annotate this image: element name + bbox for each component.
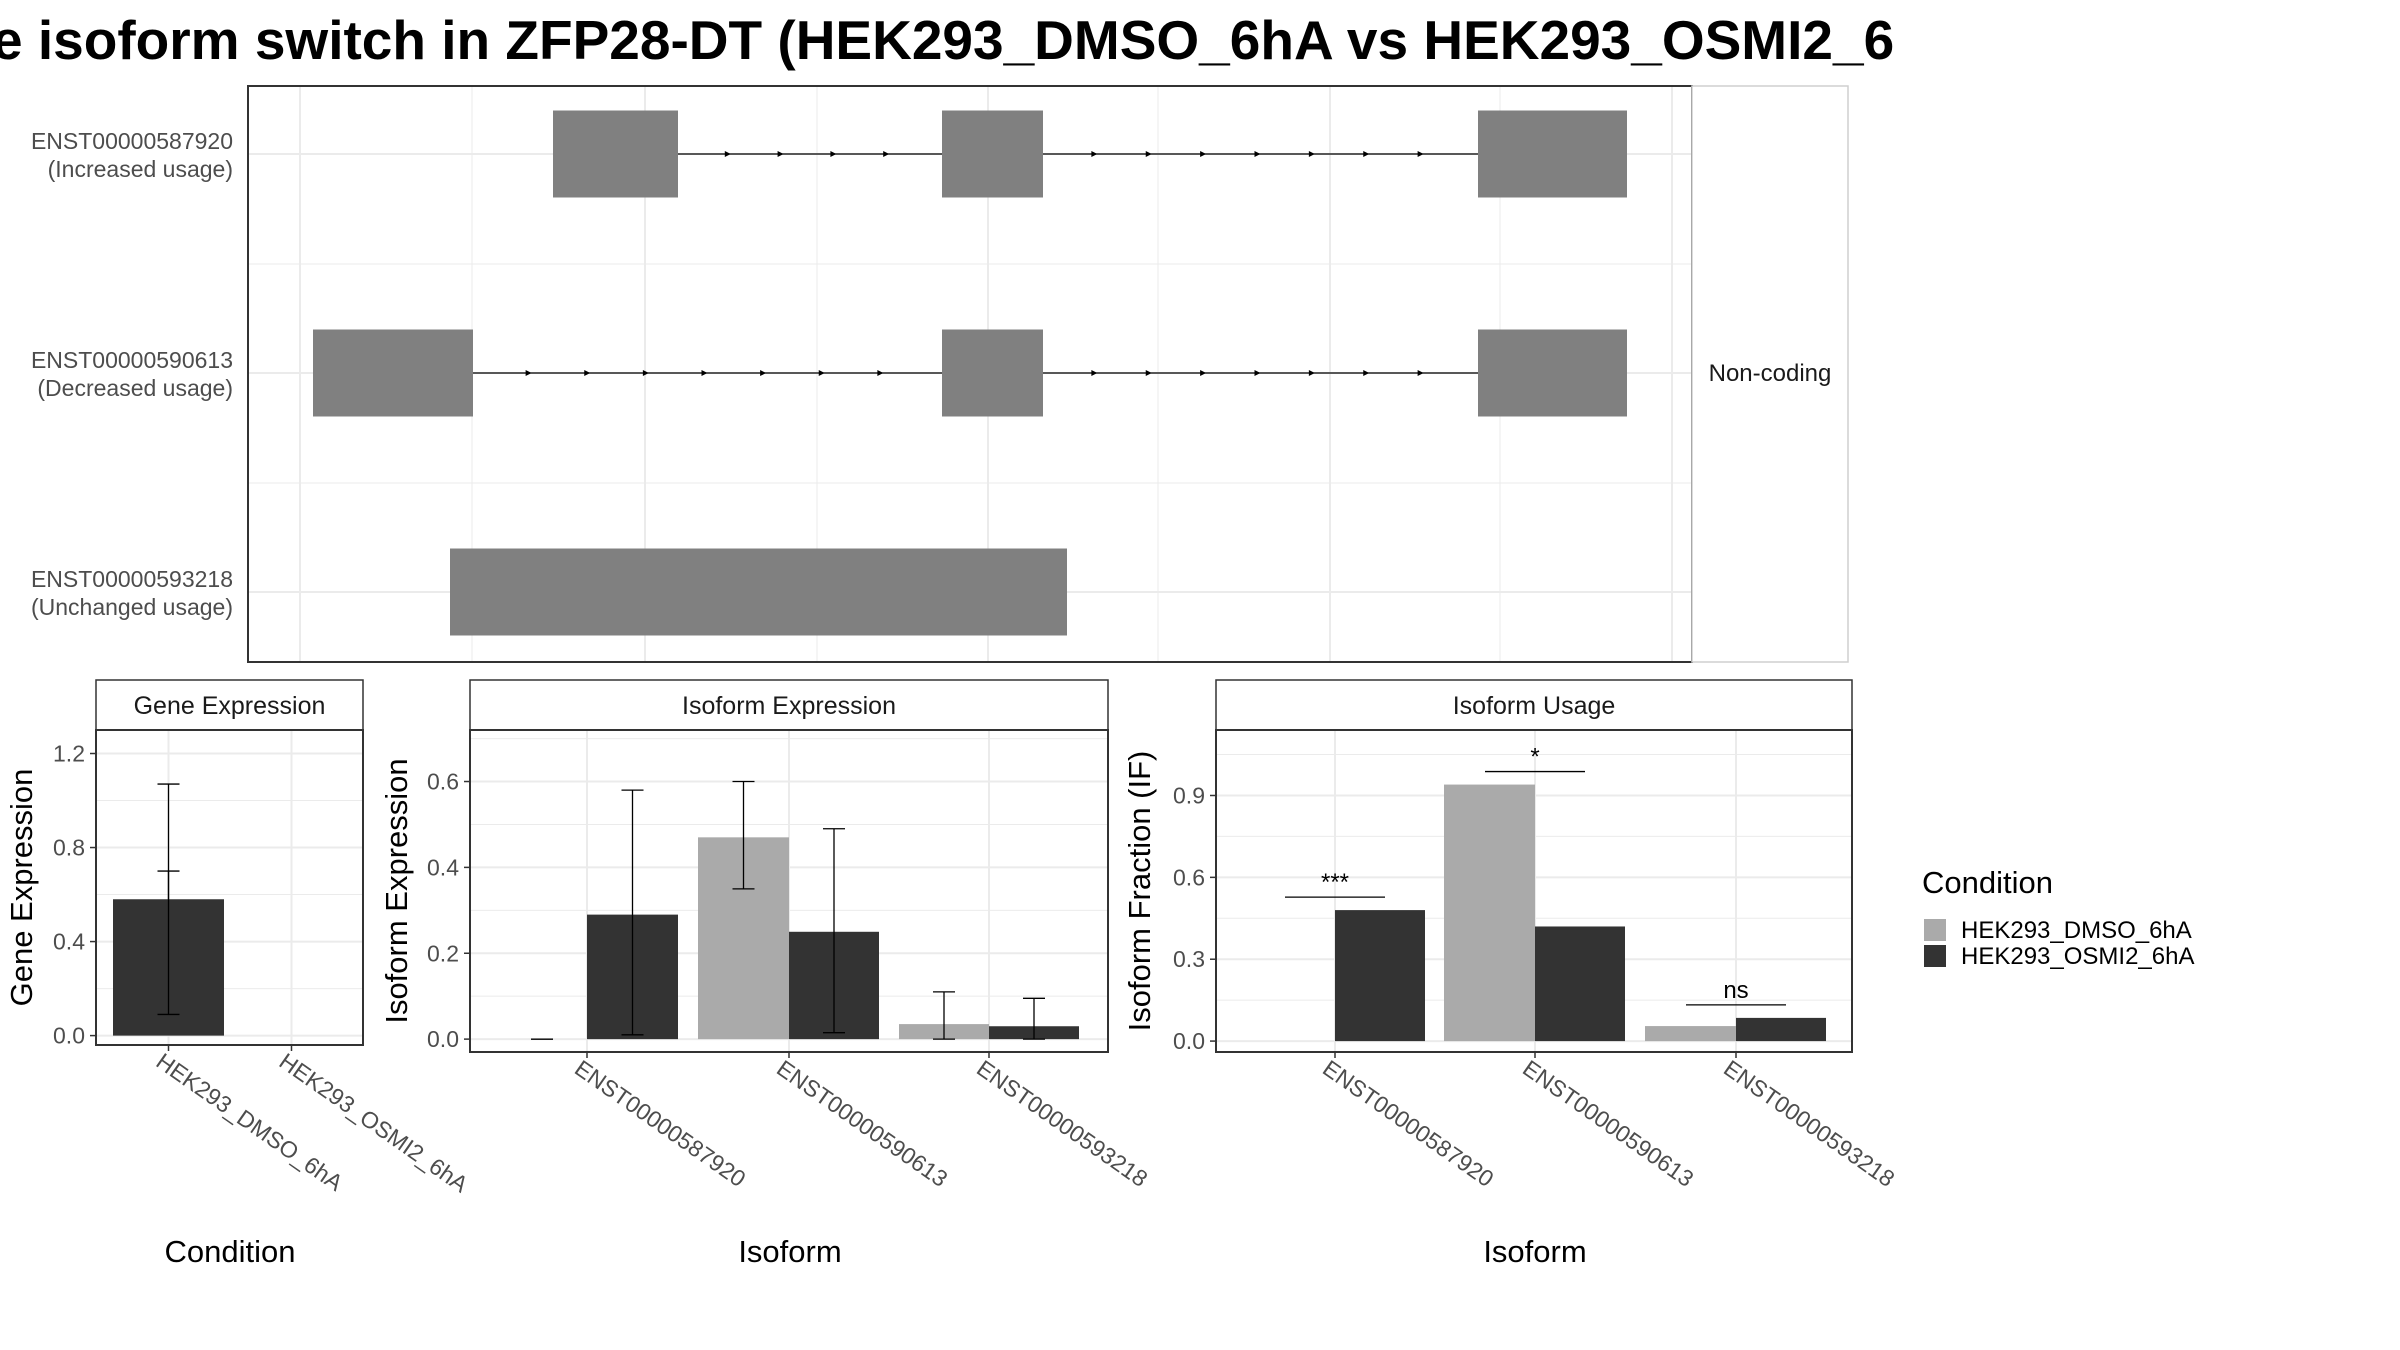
gene-expression-x-axis-title: Condition [165, 1234, 296, 1269]
intron-arrow [1363, 151, 1370, 157]
facet-label-noncoding: Non-coding [1709, 360, 1832, 387]
intron-arrow [1254, 370, 1261, 376]
isoform-usage-x-axis-title: Isoform [1483, 1234, 1586, 1269]
isoform-usage-y-axis-title: Isoform Fraction (IF) [1122, 751, 1157, 1032]
intron-arrow [818, 370, 825, 376]
isoform-usage-strip-label: Isoform Usage [1453, 692, 1616, 720]
intron-arrow [877, 370, 884, 376]
isoform-usage-strip [1215, 679, 1853, 731]
x-tick-label: ENST00000590613 [772, 1055, 952, 1192]
exon [942, 329, 1043, 417]
gene-expression-y-axis-title: Gene Expression [4, 769, 39, 1007]
y-tick-label: 0.3 [1173, 946, 1205, 972]
intron-arrow [1145, 370, 1152, 376]
intron-arrow [1417, 370, 1424, 376]
significance-label: ns [1723, 977, 1748, 1004]
isoform-status-label: (Unchanged usage) [31, 594, 233, 620]
exon [1478, 329, 1627, 417]
isoform-expression-strip-label: Isoform Expression [682, 692, 896, 720]
y-tick-label: 0.6 [427, 769, 459, 795]
intron-arrow [584, 370, 591, 376]
isoform-id-label: ENST00000590613 [31, 347, 233, 373]
intron-arrow [777, 151, 784, 157]
intron-arrow [1091, 151, 1098, 157]
gene-expression-strip-label: Gene Expression [134, 692, 326, 720]
x-tick-label: ENST00000590613 [1518, 1055, 1698, 1192]
gene-expression-strip [95, 679, 364, 731]
bar [1335, 910, 1425, 1042]
intron-arrow [1363, 370, 1370, 376]
y-tick-label: 1.2 [53, 741, 85, 767]
intron-arrow [1254, 151, 1261, 157]
intron-arrow [830, 151, 837, 157]
bar [1444, 784, 1535, 1042]
y-tick-label: 0.8 [53, 835, 85, 861]
intron-arrow [1200, 370, 1207, 376]
gene-expression-panel-border [95, 729, 364, 1046]
exon [553, 110, 678, 198]
isoform-expression-y-axis-title: Isoform Expression [379, 758, 414, 1023]
y-tick-label: 0.0 [427, 1026, 459, 1052]
intron-arrow [1200, 151, 1207, 157]
y-tick-label: 0.2 [427, 940, 459, 966]
exon [450, 548, 1067, 636]
structure-facet-strip [1691, 85, 1849, 663]
x-tick-label: ENST00000587920 [570, 1055, 750, 1192]
y-tick-label: 0.9 [1173, 782, 1205, 808]
isoform-expression-x-axis-title: Isoform [738, 1234, 841, 1269]
y-tick-label: 0.6 [1173, 864, 1205, 890]
intron-arrow [701, 370, 708, 376]
legend-title: Condition [1922, 865, 2053, 900]
isoform-status-label: (Increased usage) [48, 156, 233, 182]
exon [1478, 110, 1627, 198]
legend-entry-label: HEK293_DMSO_6hA [1961, 917, 2192, 944]
chart-title: e isoform switch in ZFP28-DT (HEK293_DMS… [0, 9, 1895, 71]
bar [1736, 1017, 1826, 1042]
isoform-id-label: ENST00000587920 [31, 128, 233, 154]
significance-label: * [1530, 744, 1539, 771]
bar [1535, 926, 1625, 1042]
intron-arrow [1308, 370, 1315, 376]
isoform-id-label: ENST00000593218 [31, 566, 233, 592]
isoform-status-label: (Decreased usage) [37, 375, 233, 401]
y-tick-label: 0.0 [1173, 1028, 1205, 1054]
intron-arrow [642, 370, 649, 376]
legend-swatch [1924, 945, 1946, 967]
x-tick-label: ENST00000593218 [972, 1055, 1152, 1192]
significance-label: *** [1321, 869, 1349, 896]
intron-arrow [525, 370, 532, 376]
isoform-usage-panel-border [1215, 729, 1853, 1053]
bar [1645, 1026, 1736, 1042]
exon [313, 329, 473, 417]
y-tick-label: 0.4 [53, 929, 85, 955]
intron-arrow [1091, 370, 1098, 376]
exon [942, 110, 1043, 198]
intron-arrow [883, 151, 890, 157]
y-tick-label: 0.4 [427, 854, 459, 880]
x-tick-label: ENST00000587920 [1318, 1055, 1498, 1192]
y-tick-label: 0.0 [53, 1023, 85, 1049]
legend-swatch [1924, 919, 1946, 941]
intron-arrow [1145, 151, 1152, 157]
intron-arrow [1308, 151, 1315, 157]
x-tick-label: ENST00000593218 [1719, 1055, 1899, 1192]
legend-entry-label: HEK293_OSMI2_6hA [1961, 943, 2194, 970]
intron-arrow [1417, 151, 1424, 157]
intron-arrow [724, 151, 731, 157]
intron-arrow [760, 370, 767, 376]
